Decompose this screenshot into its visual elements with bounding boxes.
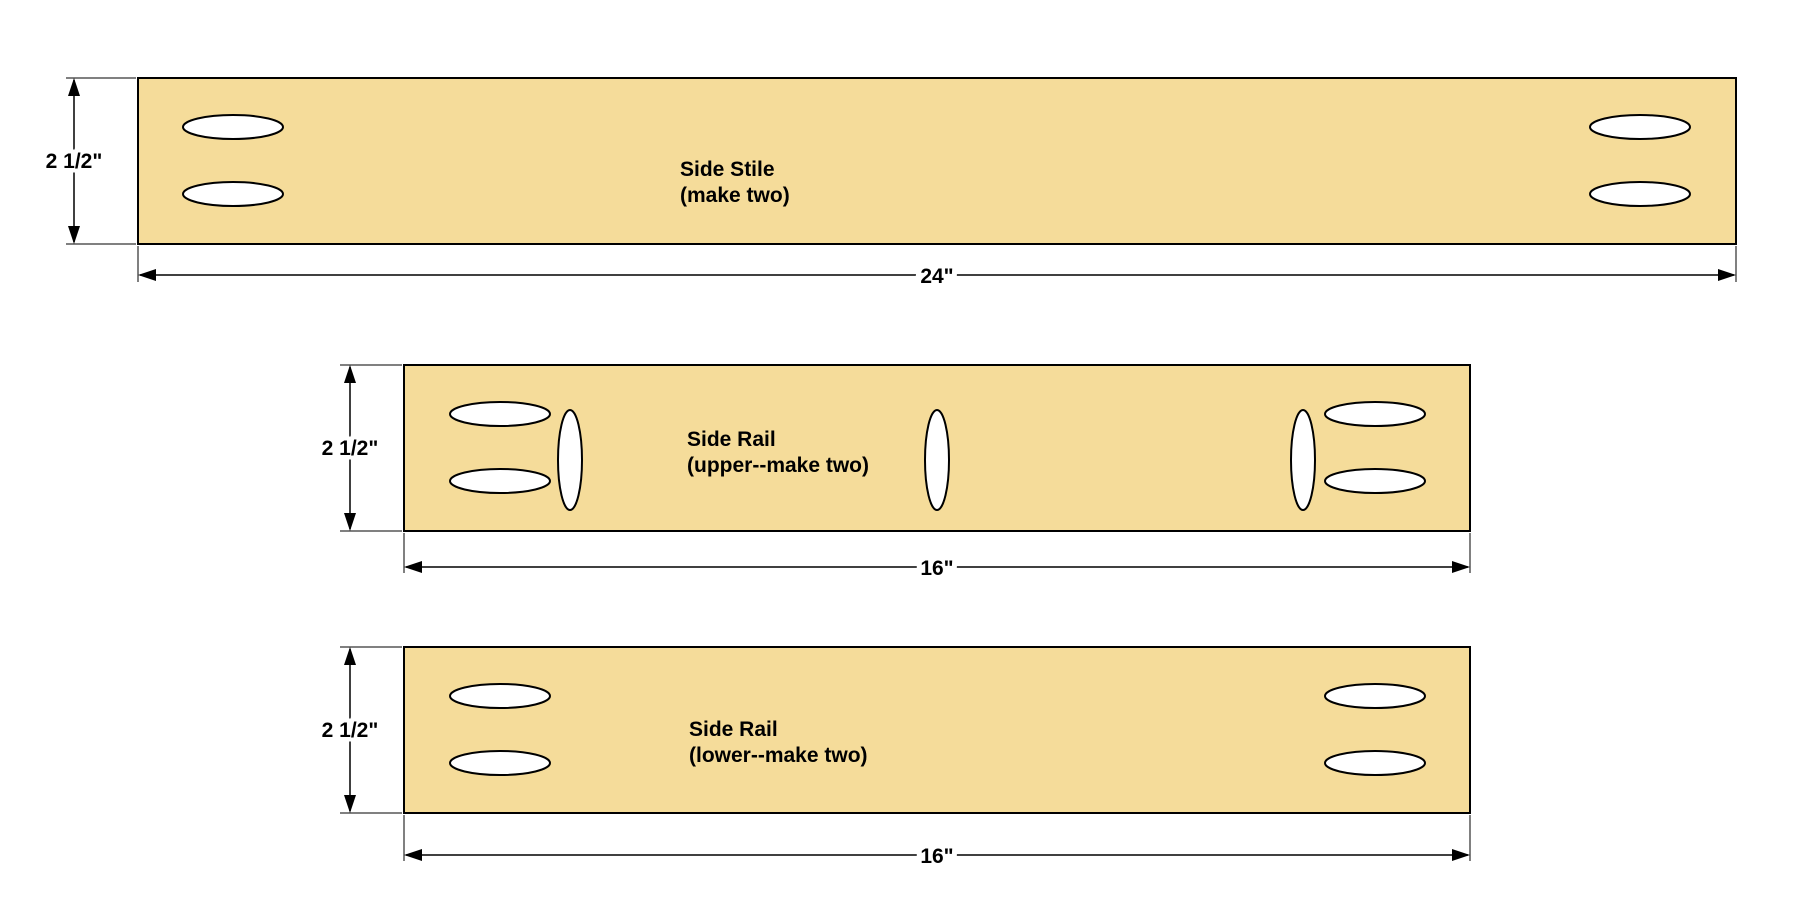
pocket-hole — [1324, 468, 1426, 494]
pocket-hole — [449, 401, 551, 427]
side-rail-lower-part: Side Rail (lower--make two) 2 1/2" 16" — [318, 646, 1471, 873]
side-stile-height-label: 2 1/2" — [46, 150, 103, 173]
pocket-hole — [182, 181, 284, 207]
pocket-hole — [449, 468, 551, 494]
side-rail-lower-label: Side Rail — [689, 718, 778, 741]
pocket-hole — [1324, 401, 1426, 427]
pocket-hole — [449, 683, 551, 709]
side-rail-lower-board — [403, 646, 1471, 814]
pocket-hole — [449, 750, 551, 776]
side-rail-upper-height-label: 2 1/2" — [322, 437, 379, 460]
side-stile-board — [137, 77, 1737, 245]
side-rail-lower-qty: (lower--make two) — [689, 744, 868, 767]
side-rail-upper-label: Side Rail — [687, 428, 776, 451]
pocket-hole-vertical — [924, 409, 950, 511]
side-stile-qty: (make two) — [680, 184, 790, 207]
side-rail-lower-length-label: 16" — [920, 845, 953, 868]
side-rail-upper-part: Side Rail (upper--make two) 2 1/2" 16" — [318, 364, 1471, 585]
side-rail-lower-height-label: 2 1/2" — [322, 719, 379, 742]
pocket-hole — [1589, 114, 1691, 140]
pocket-hole — [1324, 750, 1426, 776]
side-rail-upper-length-label: 16" — [920, 557, 953, 580]
pocket-hole — [1324, 683, 1426, 709]
side-stile-part: Side Stile (make two) 2 1/2" 24" — [42, 77, 1737, 293]
pocket-hole — [182, 114, 284, 140]
side-stile-length-label: 24" — [920, 265, 953, 288]
side-rail-upper-qty: (upper--make two) — [687, 454, 869, 477]
pocket-hole-vertical — [557, 409, 583, 511]
pocket-hole-vertical — [1290, 409, 1316, 511]
side-stile-label: Side Stile — [680, 158, 775, 181]
pocket-hole — [1589, 181, 1691, 207]
